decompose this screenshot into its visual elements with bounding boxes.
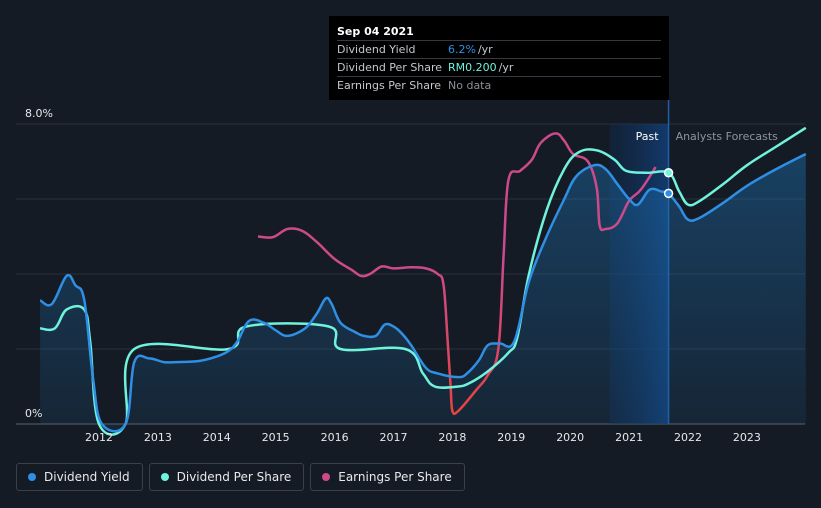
chart-tooltip: Sep 04 2021 Dividend Yield 6.2% /yr Divi…	[329, 16, 669, 100]
tooltip-label: Dividend Yield	[337, 43, 416, 56]
x-tick-label: 2023	[733, 431, 761, 444]
y-tick-label: 8.0%	[25, 107, 53, 120]
tooltip-date: Sep 04 2021	[337, 25, 414, 38]
legend-item-dividend-per-share[interactable]: Dividend Per Share	[148, 463, 305, 491]
dividend-yield-dot-icon	[28, 473, 36, 481]
x-tick-label: 2016	[321, 431, 349, 444]
tooltip-label: Earnings Per Share	[337, 79, 442, 92]
chart-legend: Dividend Yield Dividend Per Share Earnin…	[16, 463, 465, 493]
tooltip-value: 6.2%	[448, 43, 476, 56]
forecast-label: Analysts Forecasts	[676, 130, 779, 143]
x-tick-label: 2014	[203, 431, 231, 444]
x-tick-label: 2013	[144, 431, 172, 444]
x-tick-label: 2021	[615, 431, 643, 444]
earnings-per-share-line	[257, 132, 657, 416]
tooltip-unit: /yr	[477, 43, 493, 56]
past-label: Past	[636, 130, 660, 143]
x-tick-label: 2019	[497, 431, 525, 444]
tooltip-label: Dividend Per Share	[337, 61, 443, 74]
legend-label: Dividend Per Share	[176, 470, 292, 484]
x-tick-label: 2015	[262, 431, 290, 444]
y-tick-label: 0%	[25, 407, 42, 420]
x-tick-label: 2012	[85, 431, 113, 444]
tooltip-row-dividend-per-share: Dividend Per Share RM0.200 /yr	[337, 58, 661, 76]
dividend-per-share-dot-icon	[160, 473, 169, 481]
tooltip-unit: /yr	[498, 61, 514, 74]
x-tick-label: 2017	[380, 431, 408, 444]
x-tick-label: 2022	[674, 431, 702, 444]
legend-label: Dividend Yield	[44, 470, 130, 484]
legend-item-dividend-yield[interactable]: Dividend Yield	[16, 463, 143, 491]
legend-item-earnings-per-share[interactable]: Earnings Per Share	[310, 463, 465, 491]
tooltip-row-earnings-per-share: Earnings Per Share No data	[337, 76, 661, 94]
dividend-yield-line	[39, 152, 807, 433]
x-tick-label: 2018	[438, 431, 466, 444]
x-tick-label: 2020	[556, 431, 584, 444]
dividend-yield-marker	[663, 188, 674, 199]
tooltip-value: RM0.200	[448, 61, 497, 74]
dividend-per-share-marker	[663, 168, 674, 178]
tooltip-value: No data	[448, 79, 492, 92]
tooltip-row-dividend-yield: Dividend Yield 6.2% /yr	[337, 40, 661, 58]
legend-label: Earnings Per Share	[338, 470, 452, 484]
earnings-per-share-dot-icon	[322, 473, 331, 481]
dividend-yield-area	[40, 154, 806, 432]
